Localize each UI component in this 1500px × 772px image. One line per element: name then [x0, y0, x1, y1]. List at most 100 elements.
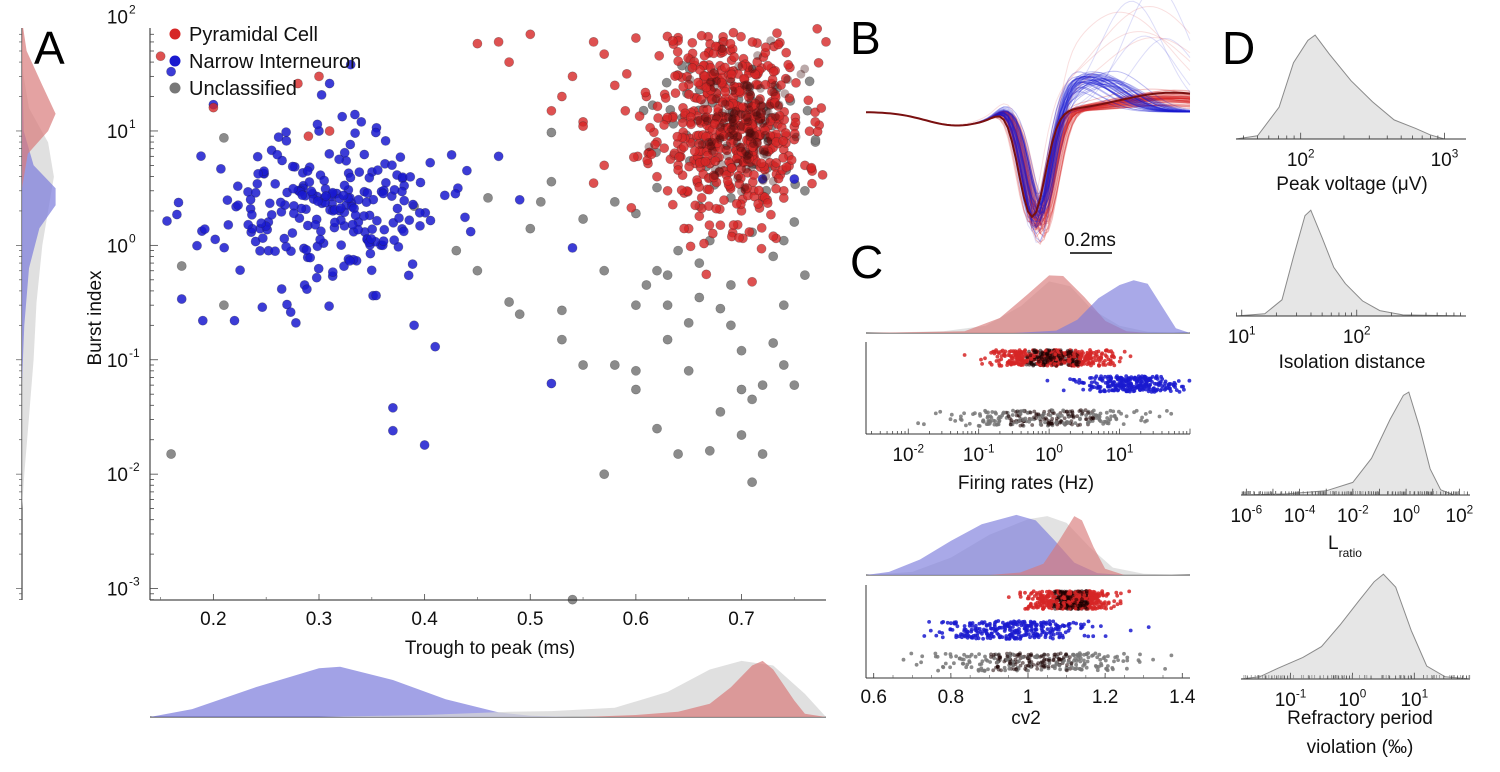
- strip-point: [1103, 353, 1108, 357]
- scatter-point-overlap: [796, 69, 806, 79]
- strip-point: [1144, 387, 1148, 392]
- scatter-point: [650, 139, 660, 150]
- scatter-point-overlap: [685, 75, 695, 84]
- scatter-point-overlap: [744, 105, 754, 115]
- scatter-point: [661, 77, 672, 88]
- strip-point: [976, 423, 981, 428]
- legend-label-narrow: Narrow Interneuron: [189, 51, 361, 73]
- scatter-point: [653, 113, 663, 123]
- strip-point: [1113, 387, 1118, 392]
- scatter-point: [720, 62, 730, 73]
- strip-point: [962, 652, 966, 657]
- strip-point: [1074, 662, 1078, 667]
- strip-point: [1066, 622, 1071, 627]
- scatter-point: [364, 172, 375, 183]
- scatter-point: [791, 78, 801, 88]
- panel-label-c: C: [850, 236, 883, 288]
- scatter-point: [728, 27, 739, 38]
- scatter-point: [803, 95, 814, 106]
- scatter-point: [747, 142, 758, 152]
- strip-point: [1002, 623, 1007, 628]
- strip-point: [1074, 621, 1078, 626]
- strip-point: [1058, 651, 1063, 656]
- strip-point: [909, 651, 914, 656]
- strip-point: [1153, 381, 1157, 386]
- scatter-point: [621, 69, 632, 79]
- strip-point: [1137, 660, 1142, 664]
- scatter-point: [778, 360, 789, 370]
- scatter-point: [233, 200, 243, 211]
- strip-point: [1082, 593, 1087, 597]
- scatter-point: [557, 91, 567, 102]
- scatter-point: [715, 220, 726, 231]
- legend-label-pyramidal: Pyramidal Cell: [189, 24, 318, 46]
- strip-point: [952, 661, 956, 666]
- scatter-point: [365, 248, 376, 259]
- density-x-tick-label: 103: [1431, 147, 1459, 171]
- strip-point: [1065, 668, 1069, 673]
- strip-point: [1077, 594, 1082, 599]
- strip-point: [1018, 412, 1023, 416]
- scatter-point: [350, 128, 360, 138]
- strip-point: [1099, 663, 1104, 668]
- scatter-point: [567, 242, 578, 253]
- scatter-point: [223, 219, 234, 230]
- strip-point: [1020, 655, 1025, 660]
- strip-point: [999, 363, 1004, 368]
- scatter-point: [311, 272, 322, 283]
- strip-point: [1123, 378, 1128, 383]
- strip-point: [1028, 410, 1033, 415]
- scatter-point-overlap: [729, 130, 738, 140]
- strip-point: [1036, 635, 1041, 640]
- scatter-point-overlap: [761, 106, 771, 116]
- scatter-point-overlap: [732, 132, 742, 142]
- strip-point: [1104, 410, 1109, 415]
- scatter-point: [790, 117, 801, 128]
- strip-point: [1122, 349, 1127, 354]
- strip-point: [1029, 628, 1034, 633]
- strip-point: [965, 662, 970, 667]
- strip-point: [1011, 359, 1015, 364]
- strip-point: [1049, 626, 1054, 631]
- scatter-point-overlap: [760, 130, 770, 140]
- strip-point: [1034, 603, 1039, 608]
- strip-point: [1000, 348, 1005, 353]
- strip-point: [1099, 355, 1103, 360]
- strip-point: [1052, 589, 1057, 594]
- strip-point: [928, 628, 933, 633]
- strip-x-tick-label: 1.2: [1092, 687, 1118, 708]
- scatter-point: [710, 156, 721, 166]
- strip-point: [1067, 590, 1071, 595]
- scatter-point: [281, 127, 291, 138]
- scatter-point: [800, 185, 810, 196]
- strip-point: [1049, 591, 1054, 596]
- scatter-point: [405, 171, 416, 182]
- marginal-x-density: [150, 666, 826, 717]
- scatter-point: [701, 82, 712, 93]
- strip-point: [1084, 356, 1089, 361]
- strip-point: [1146, 625, 1151, 629]
- scatter-point: [679, 223, 689, 234]
- scatter-point: [290, 317, 301, 328]
- scatter-point: [353, 194, 364, 205]
- scatter-point: [756, 222, 767, 233]
- panel-a-y-tick-exponent: -2: [129, 460, 140, 474]
- strip-point: [1051, 657, 1056, 662]
- strip-point: [1088, 592, 1093, 597]
- scatter-point-overlap: [707, 146, 717, 156]
- scatter-point: [347, 219, 358, 230]
- strip-point: [1046, 653, 1050, 657]
- strip-point: [1114, 590, 1119, 595]
- strip-point: [1082, 381, 1086, 385]
- scatter-point: [731, 198, 742, 209]
- strip-point: [973, 654, 978, 659]
- panel-b-waveform-lines: [865, 0, 1191, 245]
- panel-a-marginal-x: [150, 660, 826, 718]
- scatter-point: [282, 299, 292, 310]
- scatter-point-overlap: [771, 112, 780, 121]
- scatter-point-overlap: [729, 109, 739, 118]
- strip-point: [1052, 355, 1057, 360]
- strip-point: [916, 421, 920, 426]
- scatter-point: [806, 162, 817, 173]
- panel-c-firing-rates-x-label: Firing rates (Hz): [958, 473, 1094, 494]
